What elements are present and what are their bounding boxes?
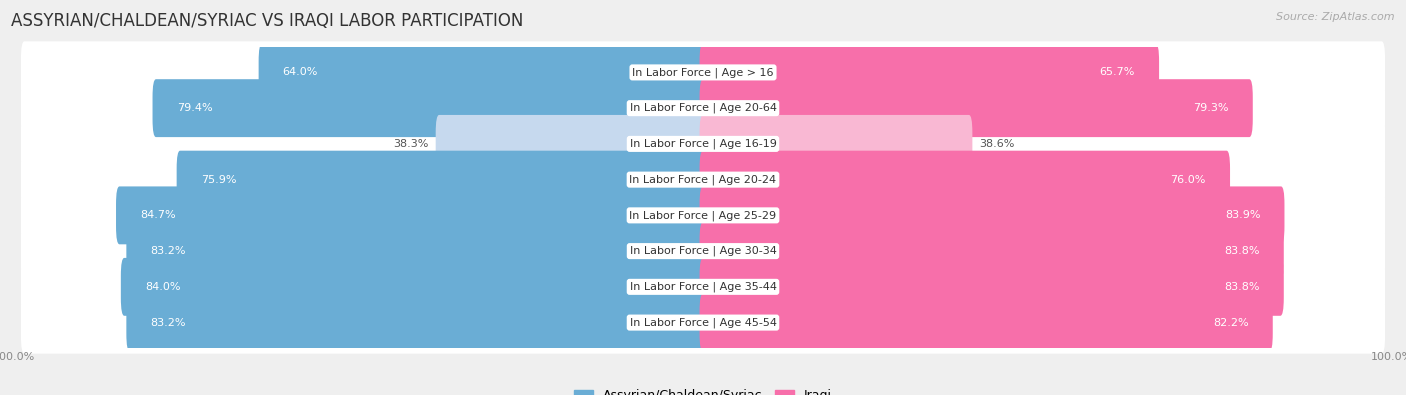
FancyBboxPatch shape (121, 258, 706, 316)
FancyBboxPatch shape (700, 186, 1285, 245)
FancyBboxPatch shape (259, 43, 706, 102)
Text: 83.9%: 83.9% (1225, 211, 1260, 220)
FancyBboxPatch shape (127, 293, 706, 352)
FancyBboxPatch shape (700, 150, 1230, 209)
Text: In Labor Force | Age 45-54: In Labor Force | Age 45-54 (630, 317, 776, 328)
Text: 83.2%: 83.2% (150, 318, 186, 327)
FancyBboxPatch shape (700, 79, 1253, 137)
Text: 64.0%: 64.0% (283, 68, 318, 77)
Text: 83.8%: 83.8% (1225, 282, 1260, 292)
Text: In Labor Force | Age 20-64: In Labor Force | Age 20-64 (630, 103, 776, 113)
Text: 83.2%: 83.2% (150, 246, 186, 256)
Text: ASSYRIAN/CHALDEAN/SYRIAC VS IRAQI LABOR PARTICIPATION: ASSYRIAN/CHALDEAN/SYRIAC VS IRAQI LABOR … (11, 12, 523, 30)
FancyBboxPatch shape (21, 113, 1385, 175)
Legend: Assyrian/Chaldean/Syriac, Iraqi: Assyrian/Chaldean/Syriac, Iraqi (569, 384, 837, 395)
Text: In Labor Force | Age > 16: In Labor Force | Age > 16 (633, 67, 773, 78)
Text: 84.7%: 84.7% (141, 211, 176, 220)
FancyBboxPatch shape (700, 293, 1272, 352)
FancyBboxPatch shape (21, 41, 1385, 103)
FancyBboxPatch shape (177, 150, 706, 209)
FancyBboxPatch shape (152, 79, 706, 137)
Text: In Labor Force | Age 20-24: In Labor Force | Age 20-24 (630, 174, 776, 185)
Text: 38.6%: 38.6% (979, 139, 1015, 149)
FancyBboxPatch shape (117, 186, 706, 245)
Text: 82.2%: 82.2% (1213, 318, 1249, 327)
Text: 79.4%: 79.4% (177, 103, 212, 113)
FancyBboxPatch shape (700, 258, 1284, 316)
Text: 83.8%: 83.8% (1225, 246, 1260, 256)
Text: 65.7%: 65.7% (1099, 68, 1135, 77)
Text: In Labor Force | Age 30-34: In Labor Force | Age 30-34 (630, 246, 776, 256)
FancyBboxPatch shape (21, 77, 1385, 139)
FancyBboxPatch shape (700, 115, 973, 173)
FancyBboxPatch shape (21, 292, 1385, 354)
Text: In Labor Force | Age 25-29: In Labor Force | Age 25-29 (630, 210, 776, 221)
Text: 79.3%: 79.3% (1194, 103, 1229, 113)
FancyBboxPatch shape (21, 256, 1385, 318)
FancyBboxPatch shape (21, 149, 1385, 211)
FancyBboxPatch shape (21, 184, 1385, 246)
Text: 75.9%: 75.9% (201, 175, 236, 184)
Text: 84.0%: 84.0% (145, 282, 180, 292)
FancyBboxPatch shape (700, 43, 1159, 102)
Text: 38.3%: 38.3% (394, 139, 429, 149)
FancyBboxPatch shape (700, 222, 1284, 280)
Text: In Labor Force | Age 35-44: In Labor Force | Age 35-44 (630, 282, 776, 292)
Text: 76.0%: 76.0% (1171, 175, 1206, 184)
FancyBboxPatch shape (436, 115, 706, 173)
Text: In Labor Force | Age 16-19: In Labor Force | Age 16-19 (630, 139, 776, 149)
FancyBboxPatch shape (21, 220, 1385, 282)
Text: Source: ZipAtlas.com: Source: ZipAtlas.com (1277, 12, 1395, 22)
FancyBboxPatch shape (127, 222, 706, 280)
